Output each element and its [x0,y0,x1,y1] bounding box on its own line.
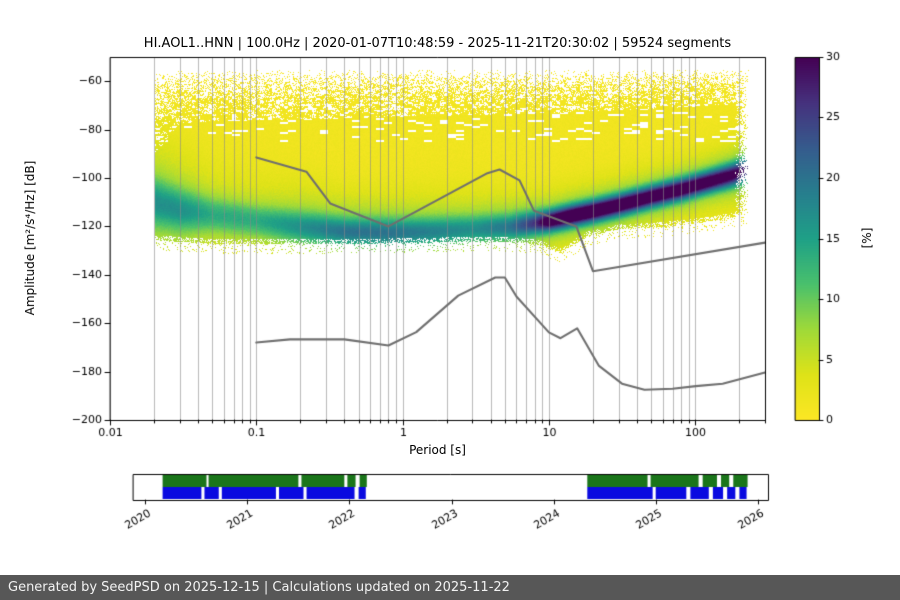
footer-bar: Generated by SeedPSD on 2025-12-15 | Cal… [0,575,900,600]
colorbar-label: [%] [860,227,874,249]
y-axis-label: Amplitude [m²/s⁴/Hz] [dB] [23,160,37,316]
chart-title: HI.AOL1..HNN | 100.0Hz | 2020-01-07T10:4… [143,36,732,51]
x-axis-label: Period [s] [409,443,466,457]
footer-text: Generated by SeedPSD on 2025-12-15 | Cal… [8,580,510,595]
